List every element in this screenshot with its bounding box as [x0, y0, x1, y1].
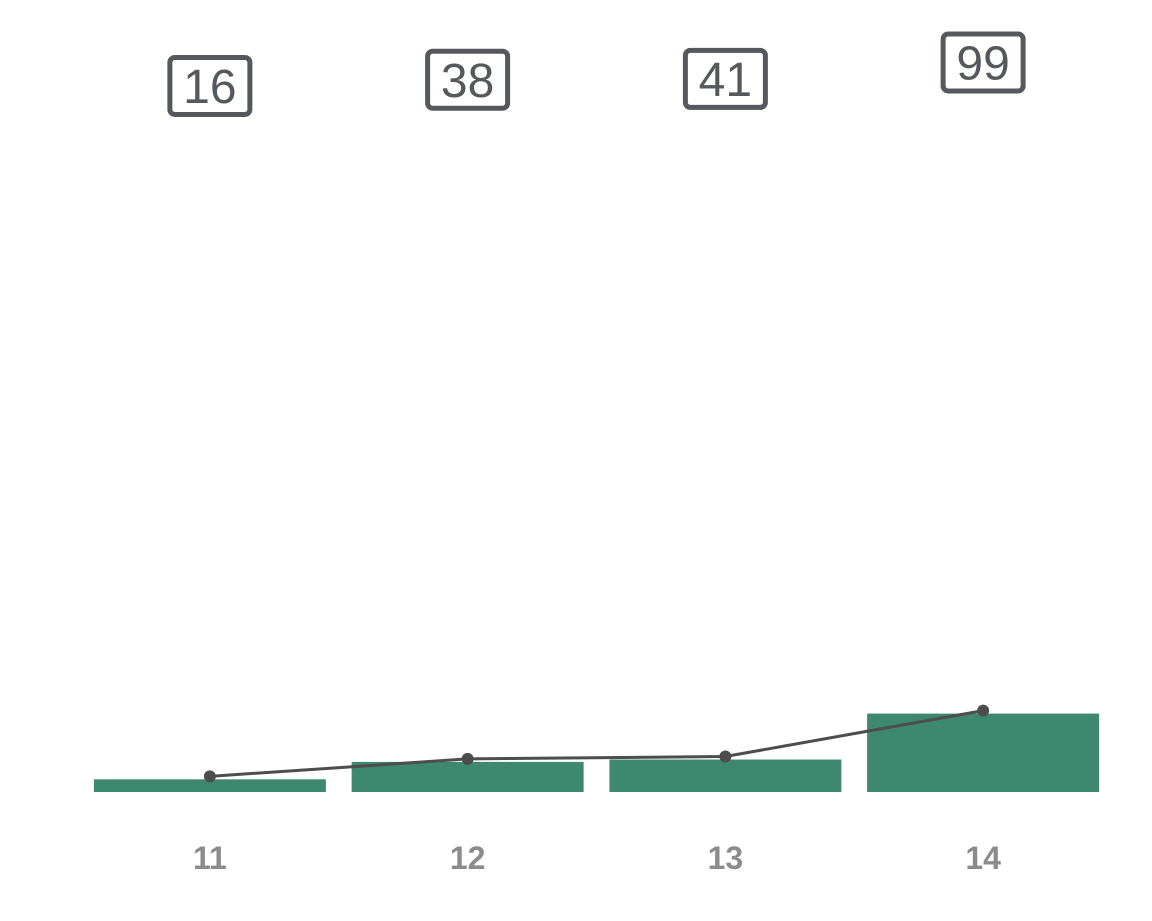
data-label-box-11	[167, 54, 253, 117]
line-point-11	[203, 770, 216, 783]
bar-12	[351, 761, 584, 792]
x-tick-label-12: 12	[450, 840, 486, 876]
line-point-13	[719, 750, 732, 763]
x-tick-label-13: 13	[708, 840, 744, 876]
series-line	[209, 709, 984, 778]
line-point-14	[977, 704, 990, 717]
data-label-box-13	[682, 47, 768, 110]
line-series	[209, 709, 984, 778]
x-tick-label-11: 11	[193, 840, 227, 876]
data-label-14: 99	[956, 38, 1009, 91]
data-label-11: 16	[183, 61, 236, 114]
data-labels: 16 38 41 99	[167, 31, 1026, 117]
bar-series	[93, 713, 1100, 792]
x-axis-tick-labels: 11 12 13 14	[193, 840, 1001, 876]
data-label-12: 38	[441, 55, 494, 108]
line-markers	[203, 704, 990, 783]
x-tick-label-14: 14	[965, 840, 1001, 876]
data-label-box-14	[940, 31, 1026, 94]
bar-11	[93, 779, 326, 792]
bar-14	[867, 713, 1100, 792]
line-point-12	[461, 752, 474, 765]
data-label-13: 41	[699, 54, 752, 107]
data-label-box-12	[425, 48, 511, 111]
bar-13	[609, 759, 842, 792]
